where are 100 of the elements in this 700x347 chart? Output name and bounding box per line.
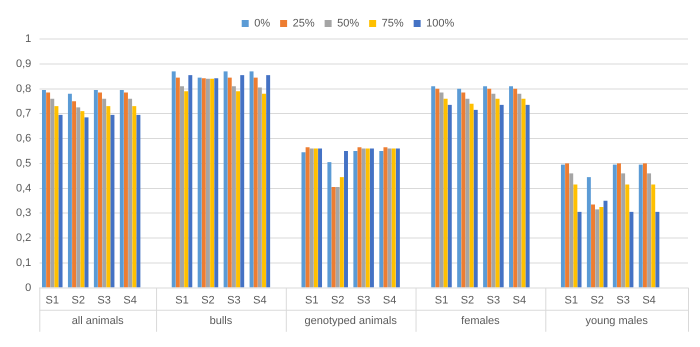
bar <box>358 147 362 288</box>
text: all animals <box>72 314 124 327</box>
bar <box>210 78 214 288</box>
bar <box>578 212 582 288</box>
bar <box>102 98 106 288</box>
legend-label: 0% <box>254 18 270 30</box>
bar <box>388 148 392 288</box>
bar <box>612 164 617 288</box>
bar <box>629 212 634 288</box>
y-tick-label: 0,4 <box>16 182 32 194</box>
x-tick-label: S3 <box>227 294 241 306</box>
bar <box>435 88 440 288</box>
bar <box>98 92 102 288</box>
bar <box>370 148 374 288</box>
bar <box>560 164 565 288</box>
bar <box>266 75 270 288</box>
bar <box>224 71 228 288</box>
legend-label: 75% <box>382 18 404 30</box>
bar <box>353 150 358 288</box>
bar <box>136 114 140 288</box>
bar <box>647 173 652 288</box>
bar <box>42 90 46 288</box>
x-tick-label: S4 <box>512 294 526 306</box>
bar <box>262 94 266 288</box>
x-tick-label: S3 <box>97 294 111 306</box>
bar <box>461 92 466 288</box>
text: females <box>461 314 500 327</box>
bar <box>617 163 621 288</box>
bar <box>642 163 647 288</box>
bar <box>250 71 254 288</box>
bar <box>332 187 336 288</box>
x-tick-label: S3 <box>356 294 370 306</box>
legend-label: 25% <box>292 18 315 30</box>
y-tick-label: 0,6 <box>16 132 32 145</box>
y-tick-label: 0,8 <box>16 82 32 95</box>
bar <box>517 94 522 288</box>
bar <box>526 104 530 288</box>
bar <box>128 98 132 288</box>
bar <box>327 162 332 288</box>
x-tick-label: S4 <box>253 294 267 306</box>
y-tick-label: 0 <box>25 282 32 294</box>
bar <box>54 106 58 288</box>
bar <box>448 104 452 288</box>
y-tick-label: 0,7 <box>16 108 32 120</box>
bar <box>58 114 63 288</box>
bar <box>573 184 578 288</box>
legend-label: 50% <box>337 18 360 30</box>
bar <box>301 152 306 288</box>
bar <box>457 88 462 288</box>
bar <box>396 148 400 288</box>
bar <box>595 209 600 288</box>
bar <box>470 104 474 288</box>
text: young males <box>585 314 648 327</box>
bar <box>46 92 50 288</box>
bar <box>483 86 488 288</box>
bar <box>72 101 76 288</box>
bar <box>513 88 518 288</box>
bar <box>431 86 436 288</box>
x-tick-label: S1 <box>175 294 189 306</box>
y-tick-label: 0,5 <box>16 157 32 170</box>
bar <box>509 86 514 288</box>
bar <box>68 94 72 288</box>
bar <box>184 91 188 288</box>
bar <box>84 117 88 288</box>
bar <box>188 75 192 288</box>
x-tick-label: S1 <box>46 294 59 306</box>
y-tick-label: 0,2 <box>16 232 32 244</box>
bar <box>496 98 500 288</box>
bar <box>206 78 210 288</box>
x-tick-label: S3 <box>486 294 500 306</box>
bar <box>383 147 388 288</box>
bar <box>344 150 348 288</box>
bar <box>366 148 370 288</box>
x-tick-label: S1 <box>564 294 578 306</box>
x-tick-label: S1 <box>434 294 448 306</box>
bar <box>440 92 444 288</box>
bar <box>318 148 322 288</box>
bar <box>336 187 340 288</box>
bar <box>106 106 110 288</box>
bar <box>314 148 318 288</box>
bar <box>172 71 176 288</box>
legend-label: 100% <box>426 18 455 30</box>
bar <box>625 184 630 288</box>
bar <box>379 150 384 288</box>
x-tick-label: S2 <box>460 294 474 306</box>
bar <box>258 88 262 288</box>
bar <box>80 111 84 288</box>
y-tick-label: 1 <box>25 33 32 46</box>
y-tick-label: 0,1 <box>16 256 32 269</box>
x-tick-label: S4 <box>642 294 656 306</box>
bar <box>76 107 80 288</box>
x-tick-label: S2 <box>201 294 215 306</box>
bar <box>491 94 496 288</box>
bar <box>306 147 310 288</box>
text: genotyped animals <box>304 314 398 327</box>
x-tick-label: S4 <box>382 294 396 306</box>
x-tick-label: S4 <box>123 294 137 306</box>
x-tick-label: S2 <box>330 294 344 306</box>
bar <box>180 86 184 288</box>
bar <box>465 98 470 288</box>
